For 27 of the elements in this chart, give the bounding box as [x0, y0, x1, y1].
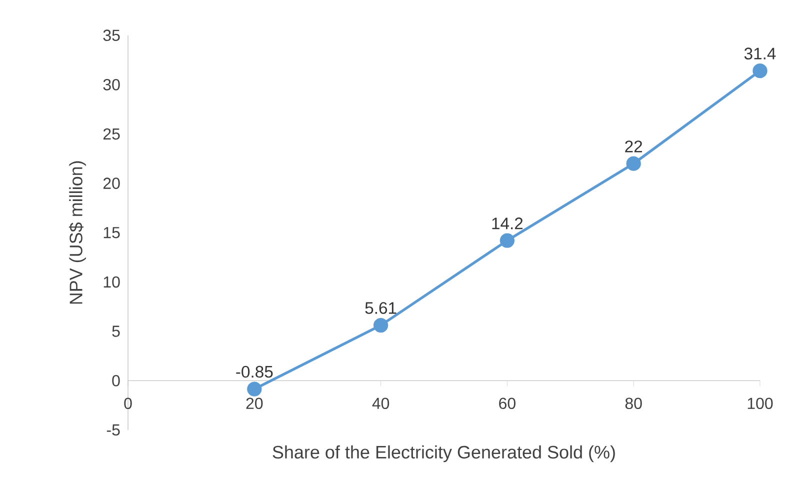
- x-axis-title: Share of the Electricity Generated Sold (%): [272, 445, 615, 462]
- x-tick-label: 100: [748, 398, 773, 410]
- y-tick-label: 15: [104, 227, 120, 238]
- y-tick-label: 20: [103, 178, 120, 189]
- point: [626, 156, 641, 171]
- y-tick-label: 30: [103, 79, 120, 90]
- y-tick-label: -5: [106, 424, 120, 436]
- data-label: 31.4: [744, 48, 776, 60]
- point: [500, 233, 515, 248]
- y-tick-label: 10: [104, 276, 120, 288]
- point: [752, 64, 768, 78]
- data-label: -0.85: [236, 366, 273, 378]
- data-label: 14.2: [492, 218, 523, 230]
- x-tick-label: 40: [372, 398, 390, 410]
- x-tick-label: 0: [124, 398, 132, 410]
- x-tick-label: 60: [499, 398, 516, 410]
- x-tick-label: 20: [246, 398, 263, 410]
- data-label: 5.61: [365, 302, 396, 314]
- y-tick-label: 25: [103, 128, 120, 140]
- point: [373, 318, 388, 333]
- point: [247, 382, 262, 396]
- y-tick-label: 0: [112, 374, 120, 386]
- y-tick-label: 35: [103, 30, 120, 41]
- y-axis-title: NPV (US$ million): [68, 161, 86, 304]
- y-tick-label: 5: [112, 326, 120, 337]
- data-label: 22: [625, 140, 642, 152]
- x-tick-label: 80: [625, 398, 642, 410]
